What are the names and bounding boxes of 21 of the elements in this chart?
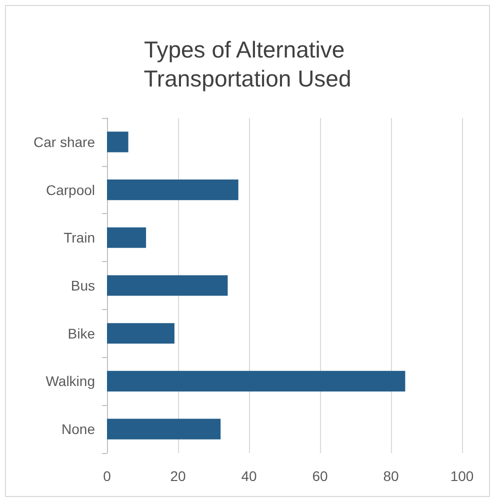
- bar: [107, 179, 238, 200]
- y-tick-label: Train: [64, 230, 95, 246]
- x-tick-label: 60: [312, 468, 328, 484]
- bar: [107, 370, 406, 392]
- y-tick-label: Bus: [70, 278, 95, 294]
- bar: [107, 227, 146, 248]
- x-tick-label: 100: [450, 468, 474, 484]
- y-tick-label: None: [62, 421, 96, 438]
- bar: [107, 418, 221, 440]
- bar: [107, 275, 228, 296]
- bar: [107, 323, 174, 344]
- y-tick-label: Bike: [68, 325, 96, 342]
- x-tick-label: 0: [103, 468, 112, 484]
- x-tick-label: 80: [383, 468, 399, 484]
- chart-title: Types of Alternative Transportation Used: [144, 36, 352, 92]
- x-tick-label: 40: [241, 468, 257, 484]
- y-tick-label: Carpool: [46, 182, 95, 198]
- x-tick-label: 20: [170, 468, 186, 484]
- y-tick-label: Car share: [34, 134, 96, 150]
- y-tick-label: Walking: [46, 373, 95, 390]
- bar: [107, 132, 128, 152]
